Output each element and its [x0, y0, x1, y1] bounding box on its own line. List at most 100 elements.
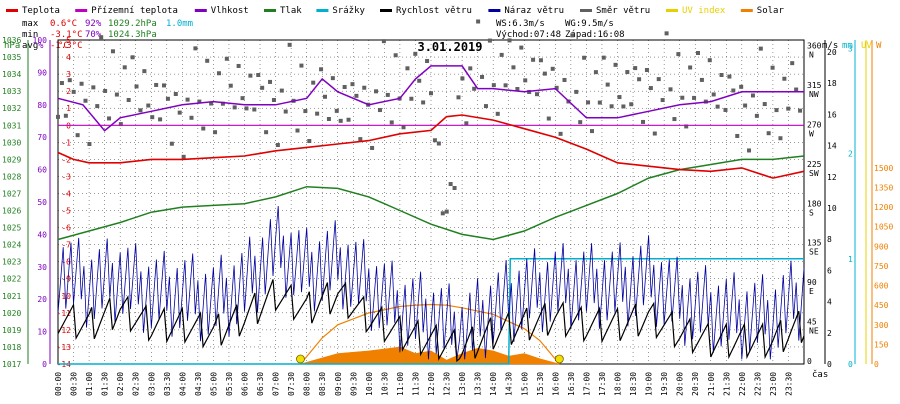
- wind-dir-point-48: [244, 106, 249, 111]
- wind-dir-point-35: [193, 46, 198, 51]
- tick-hpa-13: 1030: [2, 138, 21, 147]
- wind-dir-point-113: [499, 52, 504, 57]
- wind-dir-point-32: [181, 154, 186, 159]
- tick-temp-1: -13: [57, 343, 72, 352]
- wind-dir-point-159: [680, 95, 685, 100]
- wind-dir-point-94: [425, 59, 430, 64]
- tick-time-14: 07:00: [272, 372, 281, 396]
- tick-time-1: 00:30: [70, 372, 79, 396]
- legend-swatch-5: [380, 9, 392, 12]
- wind-dir-point-4: [71, 89, 76, 94]
- legend-label-5: Rychlost větru: [396, 6, 472, 16]
- grid: [57, 39, 805, 365]
- wind-dir-point-109: [483, 104, 488, 109]
- tick-hpa-7: 1024: [2, 241, 21, 250]
- tick-temp-2: -12: [57, 326, 72, 335]
- wind-dir-point-116: [511, 65, 516, 70]
- wind-dir-point-169: [719, 73, 724, 78]
- wind-dir-point-167: [711, 92, 716, 97]
- tick-hum-2: 20: [37, 295, 47, 304]
- tick-ms-3: 6: [827, 266, 832, 275]
- wind-dir-point-107: [476, 19, 481, 24]
- wind-dir-point-136: [589, 129, 594, 134]
- wind-dir-point-114: [503, 83, 508, 88]
- wind-dir-point-187: [790, 61, 795, 66]
- tick-time-23: 11:30: [411, 372, 420, 396]
- legend-label-7: Směr větru: [596, 6, 650, 16]
- wind-dir-point-1: [59, 81, 64, 86]
- legend-label-6: Náraz větru: [504, 6, 564, 16]
- wind-dir-point-189: [798, 108, 803, 113]
- wind-dir-point-158: [676, 52, 681, 57]
- wind-dir-point-9: [91, 85, 96, 90]
- tick-time-2: 01:00: [85, 372, 94, 396]
- wind-dir-point-29: [169, 141, 174, 146]
- info-sunset: Západ:16:08: [565, 30, 625, 40]
- wind-dir-point-97: [436, 141, 441, 146]
- wind-dir-point-188: [794, 87, 799, 92]
- wind-dir-point-141: [609, 104, 614, 109]
- wind-dir-point-88: [401, 125, 406, 130]
- wind-dir-point-176: [747, 148, 752, 153]
- tick-hum-1: 10: [37, 328, 47, 337]
- wind-dir-point-151: [648, 86, 653, 91]
- stat-avg-label: avg: [22, 41, 38, 51]
- wind-dir-point-7: [83, 98, 88, 103]
- wind-dir-point-18: [126, 97, 131, 102]
- wind-dir-point-42: [220, 101, 225, 106]
- axes: hPa% °C1017101810191020102110221023102410…: [2, 36, 893, 369]
- tick-mm-2: 2: [848, 150, 853, 159]
- tick-time-5: 02:30: [132, 372, 141, 396]
- tick-dir-4: 180: [807, 199, 822, 208]
- tick-hpa-16: 1033: [2, 87, 21, 96]
- legend-swatch-2: [194, 9, 207, 12]
- tick-w-8: 1200: [874, 203, 893, 212]
- wind-dir-point-11: [99, 35, 104, 40]
- tick-hpa-10: 1027: [2, 189, 21, 198]
- wind-dir-point-49: [248, 73, 253, 78]
- tick-time-25: 12:30: [443, 372, 452, 396]
- tick-hpa-19: 1036: [2, 36, 21, 45]
- wind-dir-point-160: [684, 124, 689, 129]
- wind-dir-point-74: [346, 117, 351, 122]
- wind-dir-point-51: [256, 73, 261, 78]
- info-ws: WS:6.3m/s: [496, 19, 545, 29]
- tick-time-20: 10:00: [365, 372, 374, 396]
- wind-dir-point-15: [114, 92, 119, 97]
- wind-dir-point-41: [216, 71, 221, 76]
- wind-dir-point-46: [236, 63, 241, 68]
- wind-dir-point-153: [656, 77, 661, 82]
- wind-dir-point-106: [472, 86, 477, 91]
- tick-w-6: 900: [874, 242, 889, 251]
- wind-dir-point-77: [358, 137, 363, 142]
- tick-mm-3: 3: [848, 45, 853, 54]
- wind-dir-point-103: [460, 76, 465, 81]
- wind-dir-point-14: [110, 49, 115, 54]
- wind-dir-point-131: [570, 33, 575, 38]
- legend-label-1: Přízemní teplota: [91, 6, 178, 16]
- wind-dir-point-174: [739, 84, 744, 89]
- tick-temp-13: -1: [61, 138, 71, 147]
- wind-dir-point-21: [138, 108, 143, 113]
- wind-dir-point-177: [750, 93, 755, 98]
- tick-time-32: 16:00: [551, 372, 560, 396]
- tick-hpa-1: 1018: [2, 343, 21, 352]
- wind-dir-point-166: [707, 58, 712, 63]
- tick-time-12: 06:00: [241, 372, 250, 396]
- wind-dir-point-17: [122, 65, 127, 70]
- wind-dir-point-57: [279, 88, 284, 93]
- tick-time-40: 20:00: [676, 372, 685, 396]
- wind-dir-point-3: [67, 78, 72, 83]
- wind-dir-point-127: [554, 85, 559, 90]
- uv-marker-0: [296, 354, 305, 364]
- tick-hpa-15: 1032: [2, 104, 21, 113]
- wind-dir-point-180: [762, 102, 767, 107]
- wind-dir-point-170: [723, 107, 728, 112]
- wind-dir-point-67: [319, 67, 324, 72]
- wind-dir-point-150: [644, 68, 649, 73]
- legend-swatch-6: [488, 9, 501, 12]
- wind-dir-point-36: [197, 99, 202, 104]
- wind-dir-point-75: [350, 82, 355, 87]
- tick-time-22: 11:00: [396, 372, 405, 396]
- wind-dir-point-155: [664, 31, 669, 36]
